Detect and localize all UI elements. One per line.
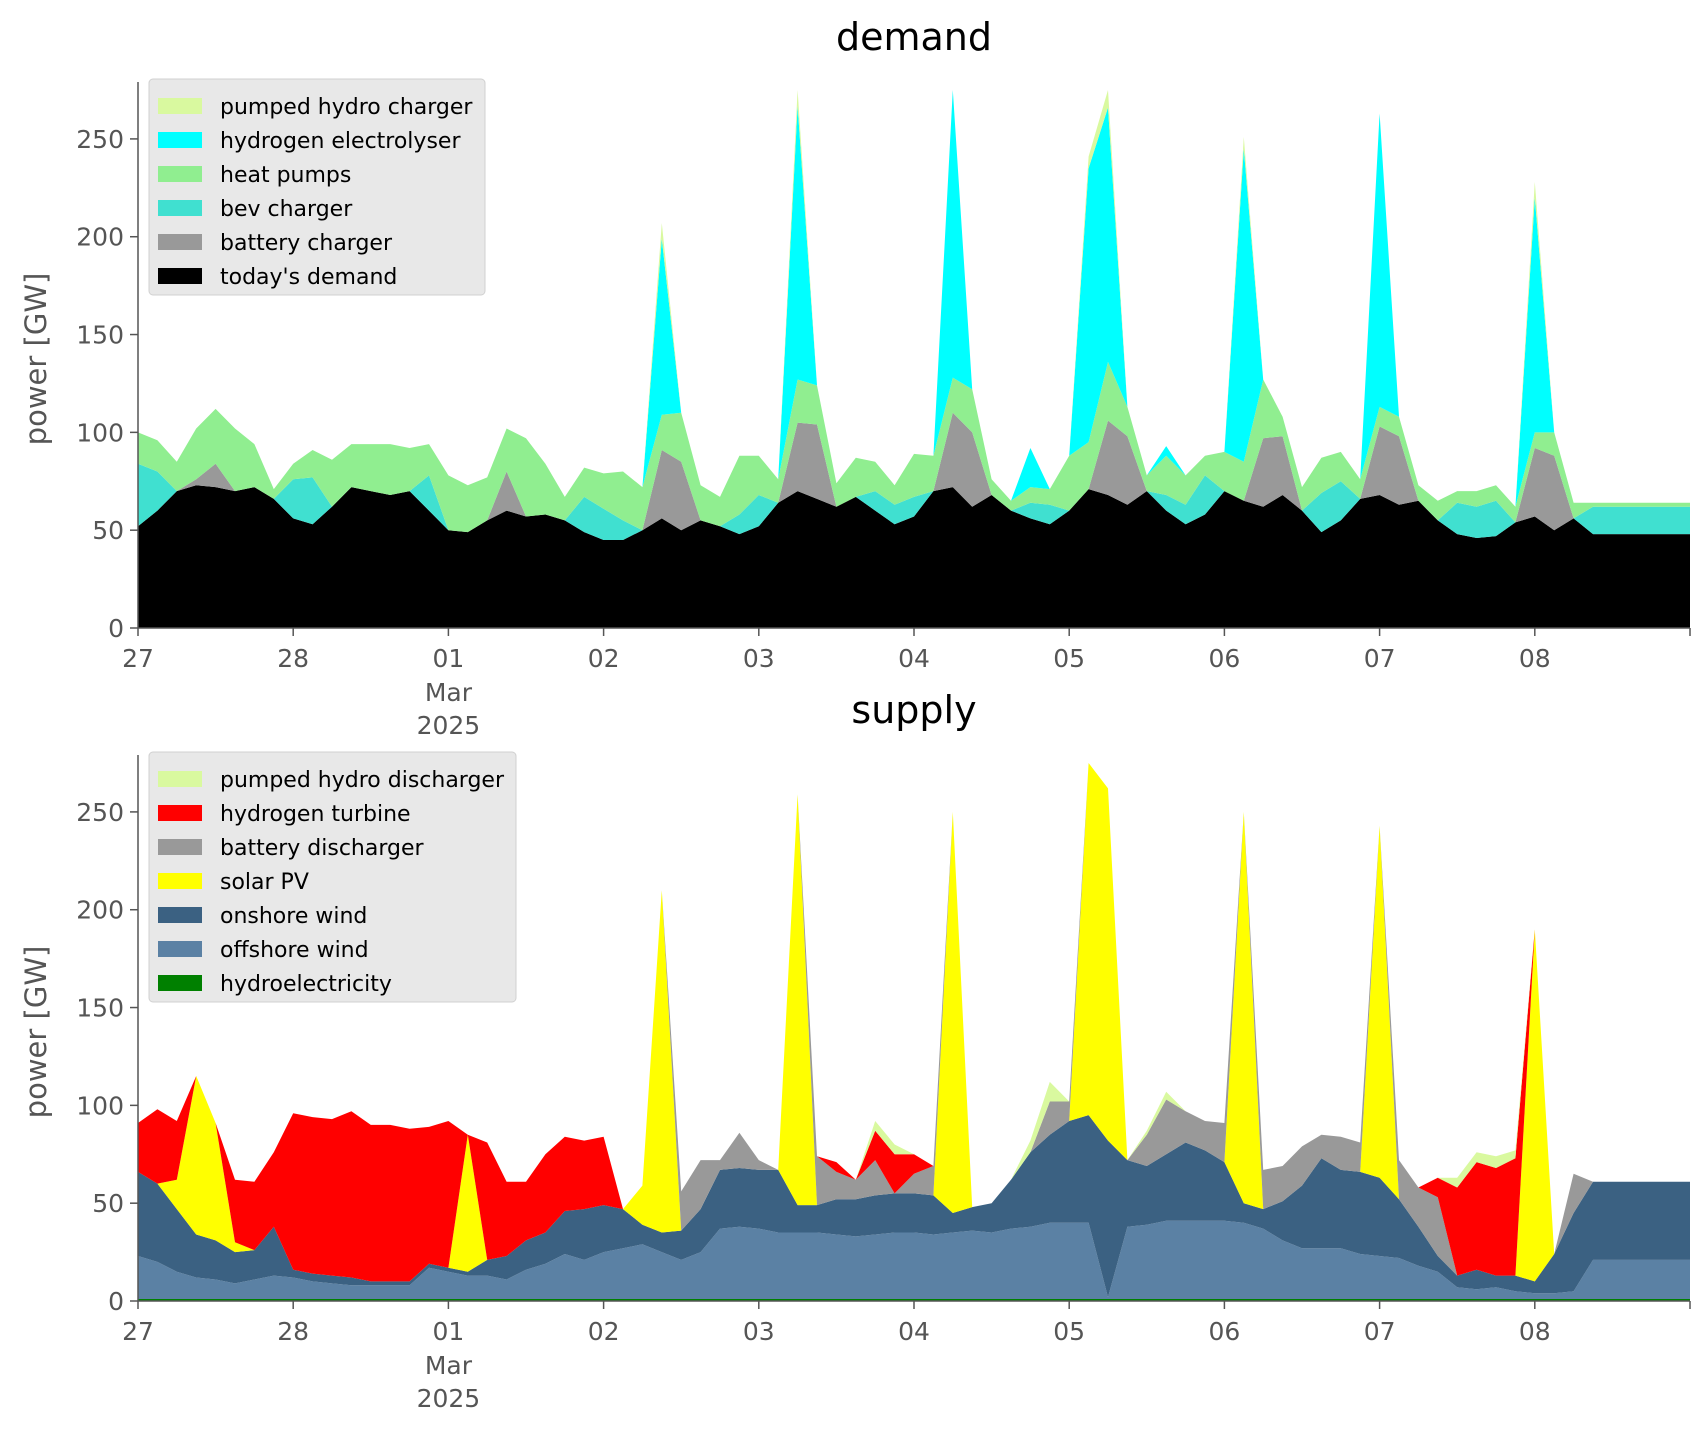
y-tick-label: 150	[76, 994, 124, 1023]
area-bev-charger	[138, 412, 1690, 540]
legend-swatch	[158, 873, 202, 889]
x-tick-label: 04	[898, 644, 930, 673]
legend-swatch	[158, 132, 202, 148]
legend-label: hydrogen electrolyser	[220, 129, 461, 154]
x-tick-label: 02	[588, 1317, 620, 1346]
x-tick-month-label: Mar	[425, 1351, 473, 1380]
x-tick-label: 04	[898, 1317, 930, 1346]
y-tick-label: 100	[76, 418, 124, 447]
legend-swatch	[158, 839, 202, 855]
x-tick-label: 05	[1053, 1317, 1085, 1346]
y-tick-label: 250	[76, 798, 124, 827]
x-tick-label: 28	[277, 644, 309, 673]
chart-title: supply	[851, 688, 976, 732]
x-tick-label: 08	[1519, 644, 1551, 673]
legend-swatch	[158, 907, 202, 923]
y-tick-label: 50	[92, 516, 124, 545]
x-tick-label: 08	[1519, 1317, 1551, 1346]
x-tick-label: 05	[1053, 644, 1085, 673]
legend-swatch	[158, 975, 202, 991]
legend-swatch	[158, 771, 202, 787]
legend-label: pumped hydro discharger	[220, 768, 505, 793]
legend-swatch	[158, 234, 202, 250]
legend: pumped hydro charger hydrogen electrolyse…	[148, 78, 486, 296]
x-tick-year-label: 2025	[417, 1384, 481, 1413]
area-offshore-wind	[138, 1220, 1690, 1299]
x-tick-year-label: 2025	[417, 711, 481, 740]
stacked-areas	[138, 90, 1690, 628]
y-tick-label: 150	[76, 321, 124, 350]
x-tick-month-label: Mar	[425, 678, 473, 707]
y-tick-label: 0	[108, 1287, 124, 1316]
legend-label: solar PV	[220, 870, 309, 895]
area-solar-pv	[138, 763, 1690, 1282]
legend-label: heat pumps	[220, 163, 351, 188]
legend-label: hydroelectricity	[220, 972, 392, 997]
legend-swatch	[158, 98, 202, 114]
y-tick-label: 100	[76, 1091, 124, 1120]
y-tick-label: 200	[76, 223, 124, 252]
legend-label: offshore wind	[220, 938, 369, 963]
area-battery-charger	[138, 412, 1690, 540]
x-tick-label: 01	[432, 644, 464, 673]
y-axis-label: power [GW]	[19, 273, 53, 446]
x-tick-label: 02	[588, 644, 620, 673]
chart-title: demand	[836, 15, 992, 59]
legend-box	[148, 78, 486, 296]
x-tick-label: 03	[743, 1317, 775, 1346]
legend-label: battery discharger	[220, 836, 425, 861]
area-battery-discharger	[138, 763, 1690, 1282]
x-tick-label: 27	[122, 1317, 154, 1346]
x-tick-label: 06	[1208, 644, 1240, 673]
legend-label: pumped hydro charger	[220, 95, 473, 120]
y-axis-label: power [GW]	[19, 946, 53, 1119]
y-tick-label: 200	[76, 896, 124, 925]
legend-label: battery charger	[220, 231, 393, 256]
area-heat-pumps	[138, 361, 1690, 533]
x-tick-label: 28	[277, 1317, 309, 1346]
legend: pumped hydro discharger hydrogen turbine b…	[148, 751, 517, 1003]
legend-swatch	[158, 200, 202, 216]
x-tick-label: 01	[432, 1317, 464, 1346]
x-tick-label: 07	[1364, 1317, 1396, 1346]
area-hydrogen-electrolyser	[138, 90, 1690, 507]
y-tick-label: 0	[108, 614, 124, 643]
legend-label: onshore wind	[220, 904, 367, 929]
x-tick-label: 06	[1208, 1317, 1240, 1346]
area-hydrogen-turbine	[138, 763, 1690, 1282]
legend-swatch	[158, 166, 202, 182]
legend-box	[148, 751, 517, 1003]
y-tick-label: 50	[92, 1189, 124, 1218]
y-tick-label: 250	[76, 125, 124, 154]
legend-label: bev charger	[220, 197, 353, 222]
x-tick-label: 27	[122, 644, 154, 673]
area-today-s-demand	[138, 485, 1690, 628]
x-tick-label: 03	[743, 644, 775, 673]
legend-label: today's demand	[220, 265, 397, 290]
area-onshore-wind	[138, 1115, 1690, 1298]
legend-label: hydrogen turbine	[220, 802, 411, 827]
legend-swatch	[158, 941, 202, 957]
x-tick-label: 07	[1364, 644, 1396, 673]
legend-swatch	[158, 268, 202, 284]
legend-swatch	[158, 805, 202, 821]
stacked-areas	[138, 763, 1690, 1301]
